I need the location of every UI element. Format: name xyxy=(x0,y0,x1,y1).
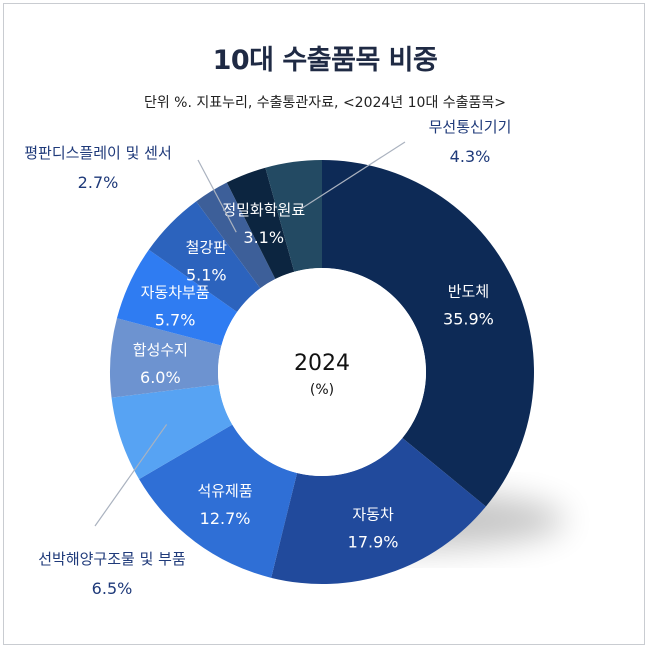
donut-hole xyxy=(218,268,426,476)
donut-slice xyxy=(265,160,322,272)
donut-slice xyxy=(111,384,233,480)
slice-value-label: 12.7% xyxy=(200,509,251,528)
donut-slice xyxy=(116,249,238,346)
leader-line xyxy=(299,141,406,211)
leader-line xyxy=(197,159,237,233)
slice-value-label: 2.7% xyxy=(78,173,119,192)
slice-name-label: 선박해양구조물 및 부품 xyxy=(38,550,186,568)
chart-title: 10대 수출품목 비중 xyxy=(212,45,438,76)
donut-slice xyxy=(139,424,298,578)
slice-value-label: 17.9% xyxy=(348,533,399,552)
donut-slice xyxy=(322,160,534,507)
slice-name-label: 합성수지 xyxy=(133,341,188,359)
slice-name-label: 무선통신기기 xyxy=(429,118,512,136)
slice-name-label: 정밀화학원료 xyxy=(222,201,305,219)
slice-value-label: 5.7% xyxy=(155,311,196,330)
chart-subtitle: 단위 %. 지표누리, 수출통관자료, <2024년 10대 수출품목> xyxy=(143,95,507,111)
center-unit: (%) xyxy=(310,382,334,398)
slice-value-label: 4.3% xyxy=(450,147,491,166)
slice-value-label: 6.5% xyxy=(92,579,133,598)
donut-slice xyxy=(110,318,222,398)
slice-value-label: 6.0% xyxy=(140,368,181,387)
slice-value-label: 3.1% xyxy=(243,228,284,247)
leader-line xyxy=(94,424,168,527)
slice-name-label: 자동차부품 xyxy=(141,284,210,302)
slice-name-label: 철강판 xyxy=(186,239,228,257)
donut-slice xyxy=(271,437,486,585)
donut-slice xyxy=(196,182,276,289)
slice-value-label: 35.9% xyxy=(443,310,494,329)
slice-name-label: 반도체 xyxy=(448,283,489,301)
donut-slice xyxy=(148,201,261,313)
slice-name-label: 석유제품 xyxy=(197,482,252,500)
slice-name-label: 평판디스플레이 및 센서 xyxy=(24,144,172,162)
center-year: 2024 xyxy=(294,351,350,376)
slice-name-label: 자동차 xyxy=(352,506,394,524)
donut-slice xyxy=(226,167,295,280)
slice-value-label: 5.1% xyxy=(186,266,227,285)
